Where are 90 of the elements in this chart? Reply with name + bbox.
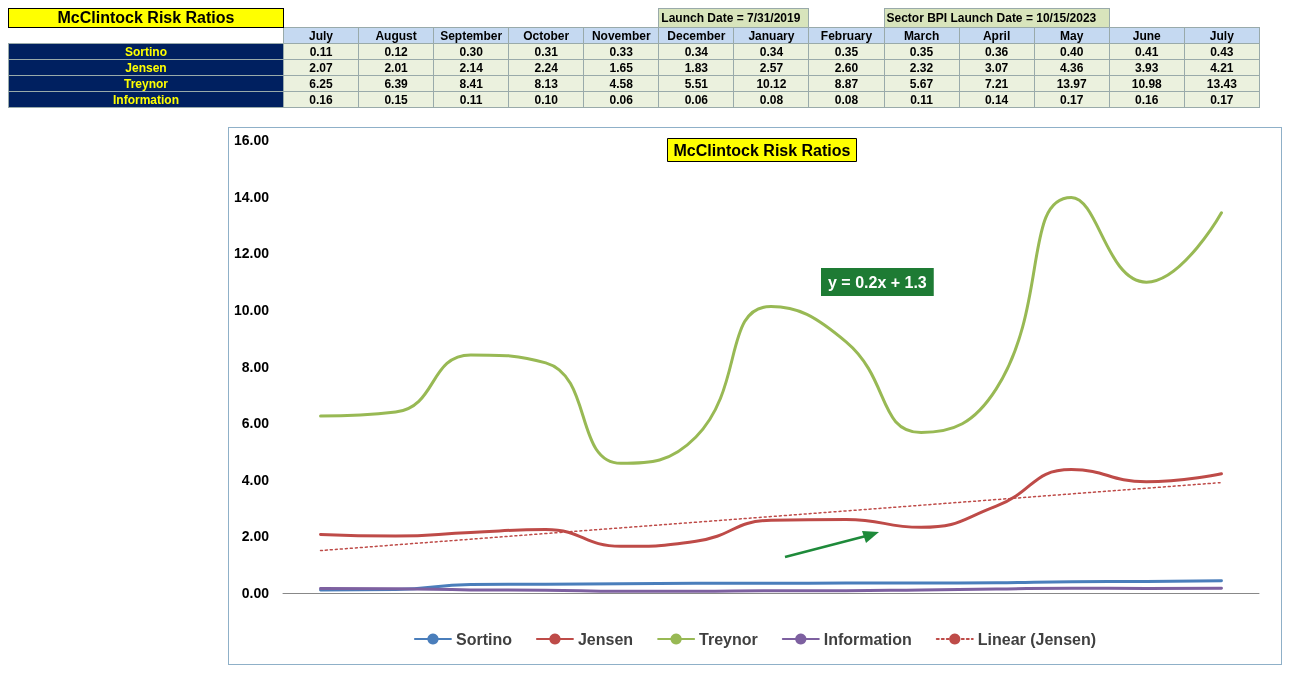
y-tick-label: 6.00 (241, 415, 270, 432)
x-tick-label: April (959, 27, 1035, 44)
text: Information (113, 92, 179, 107)
data-label: 0.17 (1034, 91, 1110, 108)
text: Treynor (123, 76, 168, 91)
data-label: 3.07 (959, 59, 1035, 76)
x-tick-label: March (884, 27, 960, 44)
y-tick-label: 2.00 (241, 528, 270, 545)
data-label: 4.36 (1034, 59, 1110, 76)
data-label: 0.06 (658, 91, 734, 108)
y-tick-label: 0.00 (241, 585, 270, 601)
data-label: 0.41 (1109, 43, 1185, 60)
data-label: 0.33 (583, 43, 659, 60)
data-label: 13.97 (1034, 75, 1110, 92)
data-label: 0.12 (358, 43, 434, 60)
data-label: 4.21 (1184, 59, 1260, 76)
y-tick-label: 4.00 (241, 471, 270, 488)
x-tick-label: July (283, 27, 359, 44)
data-label: 0.16 (283, 91, 359, 108)
x-tick-label: January (733, 27, 809, 44)
x-tick-label: November (583, 27, 659, 44)
data-label: 5.67 (884, 75, 960, 92)
text: Sortino (125, 44, 167, 59)
data-label: 6.39 (358, 75, 434, 92)
data-label: 8.13 (508, 75, 584, 92)
data-label: 3.93 (1109, 59, 1185, 76)
data-label: 2.32 (884, 59, 960, 76)
data-label: 1.65 (583, 59, 659, 76)
data-label: 0.14 (959, 91, 1035, 108)
x-tick-label: July (1184, 27, 1260, 44)
data-label: 0.08 (808, 91, 885, 108)
data-label: 2.60 (808, 59, 885, 76)
y-tick-label: 14.00 (233, 188, 270, 205)
text: Sector BPI Launch Date = 10/15/2023 (884, 8, 1110, 28)
x-tick-label: September (433, 27, 509, 44)
y-tick-label: 12.00 (233, 245, 270, 262)
data-label: 4.58 (583, 75, 659, 92)
data-label: 5.51 (658, 75, 734, 92)
chart-title: McClintock Risk Ratios (673, 141, 851, 159)
x-tick-label: October (508, 27, 584, 44)
data-label: 10.98 (1109, 75, 1185, 92)
legend-label: Information (823, 630, 912, 648)
data-label: 0.35 (884, 43, 960, 60)
legend-label: Linear (Jensen) (977, 630, 1097, 648)
text: Launch Date = 7/31/2019 (658, 8, 809, 28)
y-tick-label: 10.00 (233, 301, 270, 318)
data-label: 0.43 (1184, 43, 1260, 60)
data-label: 0.11 (283, 43, 359, 60)
data-label: 0.06 (583, 91, 659, 108)
y-tick-label: 16.00 (233, 132, 270, 148)
data-label: 0.30 (433, 43, 509, 60)
data-label: 8.87 (808, 75, 885, 92)
legend-label: Sortino (455, 630, 513, 648)
legend-label: Jensen (577, 630, 634, 648)
data-label: 8.41 (433, 75, 509, 92)
line-series (319, 468, 1223, 548)
data-label: 6.25 (283, 75, 359, 92)
x-tick-label: February (808, 27, 885, 44)
data-label: 2.07 (283, 59, 359, 76)
annotation: y = 0.2x + 1.3 (828, 273, 927, 291)
data-label: 0.10 (508, 91, 584, 108)
x-tick-label: June (1109, 27, 1185, 44)
data-label: 0.17 (1184, 91, 1260, 108)
data-label: 7.21 (959, 75, 1035, 92)
data-label: 0.31 (508, 43, 584, 60)
data-label: 0.16 (1109, 91, 1185, 108)
line-series (319, 195, 1223, 465)
data-label: 0.11 (433, 91, 509, 108)
data-label: 13.43 (1184, 75, 1260, 92)
data-label: 0.40 (1034, 43, 1110, 60)
data-label: 2.57 (733, 59, 809, 76)
data-label: 0.34 (658, 43, 734, 60)
data-label: 2.14 (433, 59, 509, 76)
data-label: 0.08 (733, 91, 809, 108)
data-label: 2.01 (358, 59, 434, 76)
data-label: 2.24 (508, 59, 584, 76)
data-label: 0.34 (733, 43, 809, 60)
data-label: 10.12 (733, 75, 809, 92)
x-tick-label: May (1034, 27, 1110, 44)
data-label: 0.35 (808, 43, 885, 60)
text: Jensen (125, 60, 167, 75)
chart-title: McClintock Risk Ratios (57, 9, 235, 26)
x-tick-label: August (358, 27, 434, 44)
y-tick-label: 8.00 (241, 358, 270, 375)
legend-label: Treynor (699, 630, 758, 648)
data-label: 0.15 (358, 91, 434, 108)
data-label: 0.36 (959, 43, 1035, 60)
x-tick-label: December (658, 27, 734, 44)
data-label: 0.11 (884, 91, 960, 108)
data-label: 1.83 (658, 59, 734, 76)
